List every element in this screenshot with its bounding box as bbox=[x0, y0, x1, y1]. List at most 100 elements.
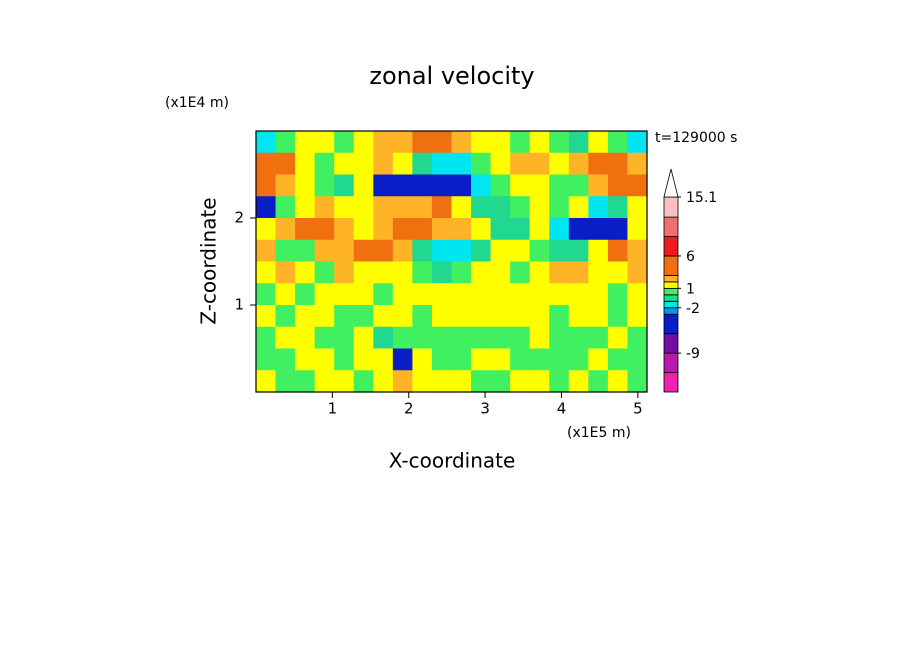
contour-cell bbox=[275, 131, 296, 154]
contour-cell bbox=[353, 326, 374, 350]
colorbar-bin bbox=[663, 294, 679, 302]
contour-cell bbox=[431, 239, 453, 263]
contour-cell bbox=[353, 218, 374, 241]
contour-cell bbox=[607, 305, 629, 328]
colorbar-bin bbox=[663, 307, 679, 315]
contour-cell bbox=[627, 174, 648, 197]
contour-cell bbox=[510, 239, 531, 263]
contour-cell bbox=[295, 196, 316, 219]
contour-cell bbox=[549, 131, 570, 154]
contour-cell bbox=[373, 131, 394, 154]
contour-cell bbox=[607, 131, 629, 154]
contour-cell bbox=[490, 239, 511, 263]
contour-cell bbox=[588, 174, 609, 197]
contour-cell bbox=[334, 326, 355, 350]
contour-cell bbox=[392, 218, 413, 241]
contour-cell bbox=[256, 326, 277, 350]
contour-cell bbox=[471, 131, 492, 154]
contour-cell bbox=[275, 261, 296, 284]
colorbar-extend bbox=[663, 168, 679, 198]
contour-cell bbox=[490, 326, 511, 350]
contour-cell bbox=[275, 239, 296, 263]
contour-cell bbox=[588, 218, 609, 241]
colorbar-bin bbox=[663, 274, 679, 283]
x-tick-label: 2 bbox=[404, 400, 414, 418]
contour-cell bbox=[568, 131, 589, 154]
colorbar-tick-label: 1 bbox=[686, 281, 695, 297]
contour-cell bbox=[412, 152, 433, 176]
contour-cell bbox=[627, 131, 648, 154]
contour-cell bbox=[295, 261, 316, 284]
x-tick-label: 5 bbox=[633, 400, 643, 418]
contour-cell bbox=[510, 218, 531, 241]
contour-cell bbox=[451, 305, 472, 328]
contour-cell bbox=[549, 370, 570, 393]
contour-cell bbox=[451, 174, 472, 197]
contour-cell bbox=[607, 152, 629, 176]
contour-cell bbox=[549, 152, 570, 176]
contour-cell bbox=[373, 174, 394, 197]
contour-cell bbox=[295, 152, 316, 176]
contour-cell bbox=[549, 174, 570, 197]
contour-cell bbox=[275, 218, 296, 241]
contour-cell bbox=[471, 305, 492, 328]
contour-cell bbox=[373, 370, 394, 393]
contour-cell bbox=[510, 305, 531, 328]
contour-cell bbox=[295, 174, 316, 197]
contour-cell bbox=[568, 261, 589, 284]
contour-cell bbox=[373, 348, 394, 371]
contour-cell bbox=[490, 196, 511, 219]
contour-cell bbox=[451, 152, 472, 176]
contour-cell bbox=[568, 174, 589, 197]
contour-cell bbox=[529, 174, 550, 197]
contour-cell bbox=[256, 152, 277, 176]
contour-cell bbox=[627, 196, 648, 219]
contour-cell bbox=[275, 152, 296, 176]
contour-cell bbox=[392, 196, 413, 219]
contour-cell bbox=[392, 239, 413, 263]
contour-cell bbox=[588, 152, 609, 176]
contour-cell bbox=[471, 152, 492, 176]
chart-title: zonal velocity bbox=[369, 62, 534, 90]
contour-cell bbox=[549, 239, 570, 263]
contour-cell bbox=[275, 348, 296, 371]
contour-cell bbox=[607, 218, 629, 241]
contour-cell bbox=[431, 174, 453, 197]
y-axis-title: Z-coordinate bbox=[197, 197, 221, 324]
contour-cell bbox=[568, 283, 589, 306]
contour-cell bbox=[353, 152, 374, 176]
contour-cell bbox=[353, 283, 374, 306]
contour-cell bbox=[451, 370, 472, 393]
contour-cell bbox=[490, 261, 511, 284]
contour-cell bbox=[549, 326, 570, 350]
contour-cell bbox=[471, 174, 492, 197]
contour-cell bbox=[256, 131, 277, 154]
contour-cell bbox=[334, 348, 355, 371]
contour-cell bbox=[471, 196, 492, 219]
contour-cell bbox=[412, 239, 433, 263]
contour-cell bbox=[314, 283, 335, 306]
contour-cell bbox=[334, 239, 355, 263]
contour-cell bbox=[431, 348, 453, 371]
contour-cell bbox=[295, 239, 316, 263]
contour-cell bbox=[431, 131, 453, 154]
contour-cell bbox=[451, 131, 472, 154]
contour-cell bbox=[490, 348, 511, 371]
x-axis-title: X-coordinate bbox=[389, 449, 516, 473]
contour-cell bbox=[314, 152, 335, 176]
contour-cell bbox=[314, 348, 335, 371]
contour-cell bbox=[510, 261, 531, 284]
contour-cell bbox=[412, 196, 433, 219]
contour-cell bbox=[529, 370, 550, 393]
colorbar-bin bbox=[663, 216, 679, 237]
contour-cell bbox=[627, 239, 648, 263]
contour-cell bbox=[529, 305, 550, 328]
contour-cell bbox=[314, 196, 335, 219]
contour-cell bbox=[412, 283, 433, 306]
colorbar-bin bbox=[663, 236, 679, 257]
contour-cell bbox=[353, 348, 374, 371]
x-tick-label: 4 bbox=[557, 400, 567, 418]
contour-cell bbox=[334, 283, 355, 306]
contour-cell bbox=[314, 174, 335, 197]
contour-cell bbox=[568, 218, 589, 241]
